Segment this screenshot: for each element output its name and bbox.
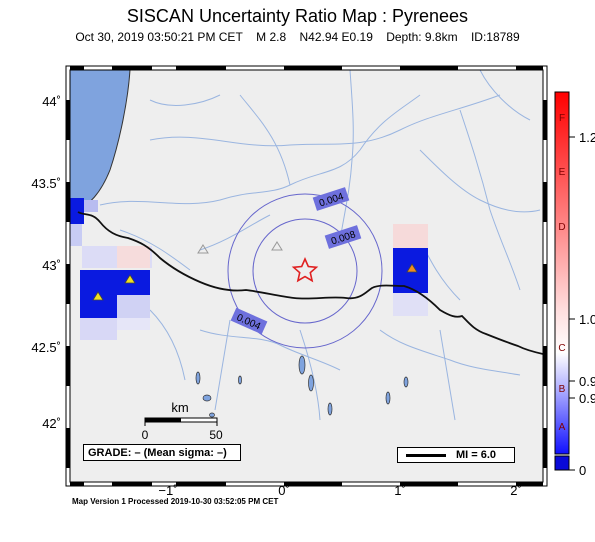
lakes bbox=[195, 355, 409, 418]
mi-legend-box: MI = 6.0 bbox=[397, 447, 515, 463]
grade-box: GRADE: – (Mean sigma: –) bbox=[83, 444, 241, 461]
scale-unit: km bbox=[171, 400, 188, 415]
station-triangle-icon bbox=[271, 241, 283, 251]
lon-tick-label: 0˚ bbox=[278, 483, 290, 498]
event-id: ID:18789 bbox=[470, 30, 520, 44]
station-markers bbox=[92, 241, 418, 301]
lat-tick-label: 43˚ bbox=[42, 258, 61, 273]
processing-footer: Map Version 1 Processed 2019-10-30 03:52… bbox=[72, 497, 279, 506]
station-triangle-icon bbox=[406, 263, 418, 273]
event-datetime: Oct 30, 2019 03:50:21 PM CET bbox=[75, 30, 243, 44]
lat-tick-label: 42˚ bbox=[42, 416, 61, 431]
station-triangle-icon bbox=[92, 291, 104, 301]
grade-letter: B bbox=[559, 384, 566, 395]
scale-value: 0.9 bbox=[579, 374, 595, 389]
grade-letter: A bbox=[559, 422, 566, 433]
lon-tick-label: −1˚ bbox=[158, 483, 177, 498]
lat-tick-label: 44˚ bbox=[42, 94, 61, 109]
epicenter-star-icon bbox=[291, 257, 319, 283]
lat-tick-label: 43.5˚ bbox=[31, 176, 61, 191]
grade-letter: D bbox=[558, 222, 565, 233]
border-line bbox=[77, 211, 543, 355]
scale-right: 50 bbox=[209, 428, 223, 442]
event-details: Oct 30, 2019 03:50:21 PM CET M 2.8 N42.9… bbox=[0, 30, 595, 44]
scale-value: 1.0 bbox=[579, 312, 595, 327]
lon-tick-label: 2˚ bbox=[510, 483, 522, 498]
scale-left: 0 bbox=[142, 428, 149, 442]
longitude-labels: −1˚ 0˚ 1˚ 2˚ bbox=[158, 483, 521, 498]
map-frame bbox=[65, 65, 548, 487]
grade-letter: E bbox=[559, 167, 566, 178]
ocean-area bbox=[70, 70, 130, 210]
map-title: SISCAN Uncertainty Ratio Map : Pyrenees bbox=[126, 6, 469, 26]
color-scale: F E D C B A 1.2 1.0 0.9 0.9 0 bbox=[554, 91, 595, 478]
lon-tick-label: 1˚ bbox=[394, 483, 406, 498]
event-magnitude: M 2.8 bbox=[256, 30, 287, 44]
scale-value: 0 bbox=[579, 463, 586, 478]
latitude-labels: 44˚ 43.5˚ 43˚ 42.5˚ 42˚ bbox=[31, 94, 61, 431]
lat-tick-label: 42.5˚ bbox=[31, 340, 61, 355]
mi-legend-bar bbox=[406, 454, 446, 457]
event-location: N42.94 E0.19 bbox=[299, 30, 373, 44]
uncertainty-cells bbox=[70, 198, 428, 340]
scale-value: 1.2 bbox=[579, 130, 595, 145]
scale-bar: km 0 50 bbox=[142, 400, 223, 442]
grade-letter: F bbox=[559, 113, 565, 124]
grade-letter: C bbox=[558, 343, 565, 354]
event-depth: Depth: 9.8km bbox=[386, 30, 458, 44]
scale-value: 0.9 bbox=[579, 391, 595, 406]
station-triangle-icon bbox=[197, 244, 209, 254]
mi-legend-label: MI = 6.0 bbox=[456, 449, 497, 461]
uncertainty-contours bbox=[227, 193, 383, 349]
station-triangle-icon bbox=[124, 274, 136, 284]
